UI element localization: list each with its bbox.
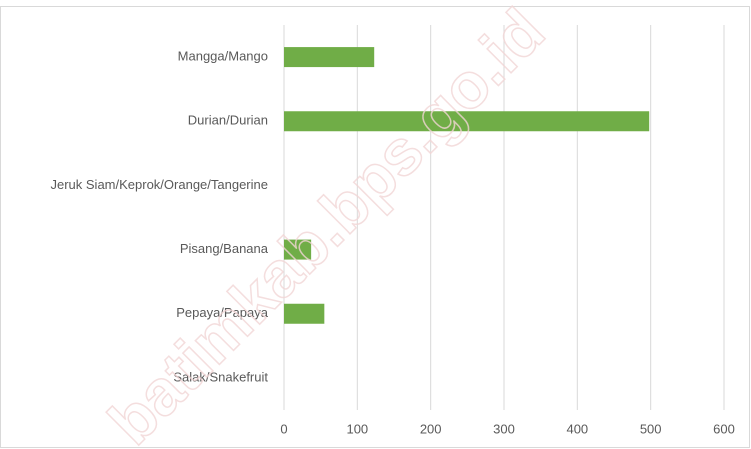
- bar: [284, 239, 312, 260]
- x-tick-label: 500: [640, 421, 662, 436]
- bar: [284, 111, 650, 132]
- x-tick-label: 200: [420, 421, 442, 436]
- chart-border: [0, 6, 750, 448]
- x-tick-label: 100: [346, 421, 368, 436]
- bar: [284, 47, 375, 68]
- y-tick-label: Durian/Durian: [188, 113, 268, 128]
- y-tick-label: Salak/Snakefruit: [173, 369, 268, 384]
- y-tick-label: Pisang/Banana: [180, 241, 269, 256]
- x-tick-label: 600: [713, 421, 735, 436]
- x-tick-label: 0: [280, 421, 287, 436]
- y-tick-label: Mangga/Mango: [178, 49, 268, 64]
- bar: [284, 303, 325, 324]
- y-tick-label: Pepaya/Papaya: [176, 305, 269, 320]
- y-tick-label: Jeruk Siam/Keprok/Orange/Tangerine: [50, 177, 268, 192]
- watermark: batimkab.bps.go.id: [95, 0, 558, 449]
- x-tick-label: 400: [566, 421, 588, 436]
- x-tick-label: 300: [493, 421, 515, 436]
- plot: 0 100 200 300 400 500 600 Mangga/Mango Durian/Du…: [50, 25, 735, 436]
